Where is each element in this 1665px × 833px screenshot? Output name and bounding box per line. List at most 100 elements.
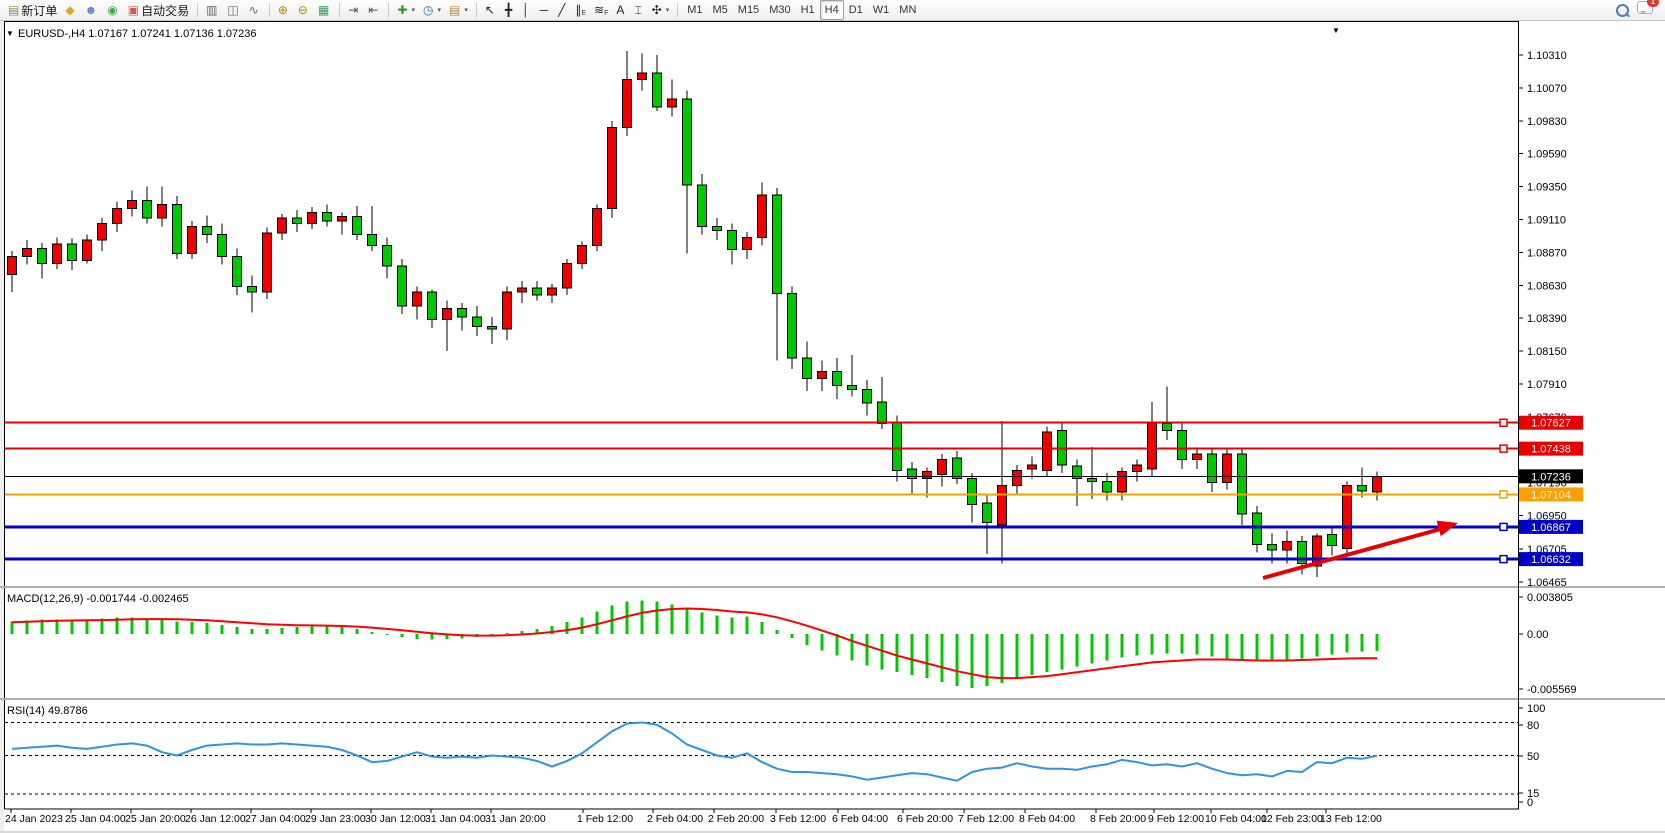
bar-chart-icon: ▥ bbox=[206, 3, 218, 17]
macd-histogram-bar bbox=[1240, 634, 1244, 661]
tf-w1-button[interactable]: W1 bbox=[868, 0, 895, 20]
candle-bear bbox=[712, 225, 722, 231]
data-window-button[interactable]: ☻ bbox=[81, 0, 104, 20]
time-tick-label: 6 Feb 20:00 bbox=[897, 813, 953, 825]
chevron-down-icon[interactable]: ▾ bbox=[665, 7, 670, 14]
macd-histogram-bar bbox=[1075, 634, 1079, 667]
macd-histogram-bar bbox=[160, 619, 164, 634]
tf-m30-button[interactable]: M30 bbox=[764, 0, 795, 20]
vertical-line-button[interactable]: │ bbox=[518, 0, 536, 20]
macd-histogram-bar bbox=[295, 627, 299, 634]
resistance-line-2-handle[interactable] bbox=[1499, 444, 1508, 453]
new-order-icon: ▤ bbox=[8, 3, 20, 17]
autotrading-button[interactable]: ▣ 自动交易 bbox=[124, 0, 193, 20]
search-icon[interactable] bbox=[1616, 3, 1629, 17]
tf-h4-button[interactable]: H4 bbox=[819, 0, 844, 20]
price-tick-label: 1.10070 bbox=[1527, 83, 1567, 95]
pane-separator[interactable] bbox=[0, 586, 1665, 588]
price-tick-label: 1.08630 bbox=[1527, 280, 1567, 292]
periods-button[interactable]: ◷ ▾ bbox=[419, 0, 445, 20]
navigator-button[interactable]: ◉ bbox=[103, 0, 123, 20]
time-tick-label: 8 Feb 04:00 bbox=[1019, 813, 1075, 825]
macd-histogram-bar bbox=[1345, 634, 1349, 653]
arrows-button[interactable]: ✣ ▾ bbox=[648, 0, 674, 20]
macd-histogram-bar bbox=[1300, 634, 1304, 659]
toolbar-separator bbox=[268, 3, 270, 17]
symbol-dropdown-icon[interactable]: ▼ bbox=[6, 29, 14, 38]
crosshair-button[interactable]: ╋ bbox=[501, 0, 518, 20]
line-chart-button[interactable]: ∿ bbox=[245, 0, 265, 20]
chart-shift-button[interactable]: ⇤ bbox=[364, 0, 384, 20]
candle-bull bbox=[97, 223, 107, 241]
chevron-down-icon[interactable]: ▾ bbox=[437, 7, 441, 14]
candle-bear bbox=[802, 357, 812, 379]
trend-arrow[interactable] bbox=[1262, 525, 1449, 580]
rsi-scale-label: 50 bbox=[1527, 751, 1539, 763]
cursor-button[interactable]: ↖ bbox=[481, 0, 501, 20]
support-line-1-handle[interactable] bbox=[1499, 522, 1508, 532]
macd-histogram-bar bbox=[790, 634, 794, 638]
tf-w1-button-label: W1 bbox=[872, 4, 890, 16]
tf-m1-button[interactable]: M1 bbox=[682, 0, 707, 20]
pane-separator[interactable] bbox=[0, 698, 1665, 700]
zoom-out-button[interactable]: ⊖ bbox=[294, 0, 314, 20]
macd-pane bbox=[10, 600, 1379, 688]
chat-button[interactable]: 1 bbox=[1637, 0, 1659, 19]
auto-scroll-button[interactable]: ⇥ bbox=[344, 0, 364, 20]
fibonacci-icon: ≋ bbox=[594, 3, 605, 17]
macd-histogram-bar bbox=[1180, 634, 1184, 654]
market-watch-button[interactable]: ◆ bbox=[61, 0, 80, 20]
pivot-line-handle[interactable] bbox=[1499, 490, 1508, 499]
trendline-button[interactable]: ╱ bbox=[554, 0, 571, 20]
time-axis[interactable]: 24 Jan 2023 25 Jan 04:00 25 Jan 20:00 26 Ja… bbox=[5, 809, 1382, 825]
macd-histogram-bar bbox=[895, 634, 899, 673]
macd-histogram-bar bbox=[700, 612, 704, 634]
candle-bull bbox=[1147, 423, 1157, 470]
candlestick-chart-button[interactable]: ◫ bbox=[223, 0, 244, 20]
tf-mn-button[interactable]: MN bbox=[894, 0, 921, 20]
trend-arrow-head[interactable] bbox=[1436, 520, 1458, 537]
time-tick-label: 13 Feb 12:00 bbox=[1320, 813, 1382, 825]
candle-bull bbox=[1027, 464, 1037, 470]
indicators-icon: ✚ bbox=[397, 3, 408, 17]
candle-bull bbox=[592, 208, 602, 247]
time-tick-label: 2 Feb 04:00 bbox=[647, 813, 703, 825]
zoom-in-button[interactable]: ⊕ bbox=[274, 0, 294, 20]
tile-windows-button[interactable]: ▦ bbox=[314, 0, 335, 20]
time-tick-label: 26 Jan 12:00 bbox=[185, 813, 246, 825]
autotrading-button-label: 自动交易 bbox=[141, 3, 190, 18]
macd-histogram-bar bbox=[205, 623, 209, 634]
vertical-line-icon: │ bbox=[522, 3, 530, 17]
text-button[interactable]: A bbox=[612, 0, 630, 20]
indicators-button[interactable]: ✚ ▾ bbox=[393, 0, 419, 20]
support-line-2-handle[interactable] bbox=[1499, 554, 1508, 564]
macd-histogram-bar bbox=[1195, 634, 1199, 655]
candle-bull bbox=[442, 308, 452, 321]
support-line-1-axis-label: 1.06867 bbox=[1531, 522, 1571, 534]
tf-d1-button[interactable]: D1 bbox=[844, 0, 868, 20]
chart-menu-icon[interactable]: ▼ bbox=[1332, 26, 1340, 35]
new-order-button[interactable]: ▤ 新订单 bbox=[4, 0, 61, 20]
candle-bear bbox=[247, 286, 257, 293]
horizontal-line-icon: ─ bbox=[539, 3, 549, 17]
channel-button[interactable]: ∥ E bbox=[571, 0, 590, 20]
resistance-line-1-handle[interactable] bbox=[1499, 418, 1508, 427]
candle-bear bbox=[202, 225, 212, 236]
fibonacci-button[interactable]: ≋ F bbox=[590, 0, 612, 20]
tf-h1-button[interactable]: H1 bbox=[796, 0, 820, 20]
chevron-down-icon[interactable]: ▾ bbox=[411, 7, 415, 14]
price-axis[interactable]: 1.10310 1.10070 1.09830 1.09590 1.09350 1.091… bbox=[1518, 21, 1583, 809]
bar-chart-button[interactable]: ▥ bbox=[202, 0, 223, 20]
text-label-button[interactable]: ⌶ bbox=[630, 0, 647, 20]
time-tick-label: 6 Feb 04:00 bbox=[832, 813, 888, 825]
tf-m5-button[interactable]: M5 bbox=[708, 0, 733, 20]
resistance-line-2-axis-label: 1.07438 bbox=[1531, 444, 1571, 456]
chevron-down-icon[interactable]: ▾ bbox=[464, 7, 468, 14]
candle-bear bbox=[1102, 480, 1112, 493]
tf-m15-button[interactable]: M15 bbox=[733, 0, 764, 20]
templates-button[interactable]: ▤ ▾ bbox=[445, 0, 472, 20]
macd-histogram-bar bbox=[1060, 634, 1064, 670]
chart-canvas[interactable]: 1.10310 1.10070 1.09830 1.09590 1.09350 1.091… bbox=[0, 21, 1665, 833]
horizontal-line-button[interactable]: ─ bbox=[536, 0, 555, 20]
macd-histogram-bar bbox=[865, 634, 869, 666]
